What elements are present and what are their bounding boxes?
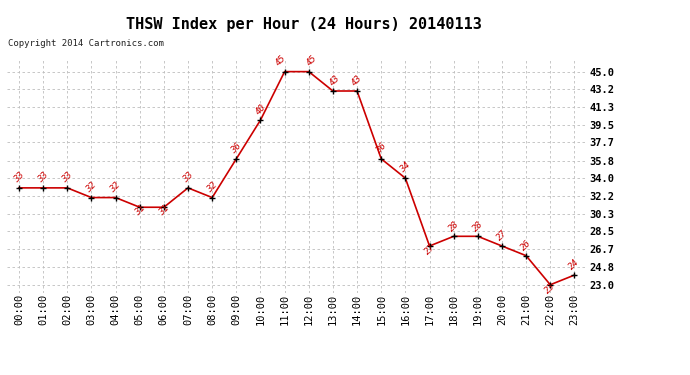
Text: 33: 33: [12, 171, 26, 184]
Text: 45: 45: [274, 54, 288, 68]
Text: Copyright 2014 Cartronics.com: Copyright 2014 Cartronics.com: [8, 39, 164, 48]
Text: 36: 36: [229, 141, 244, 155]
Text: 34: 34: [398, 161, 413, 175]
Text: 43: 43: [328, 73, 342, 87]
Text: 40: 40: [253, 103, 268, 117]
Text: 27: 27: [422, 243, 437, 256]
Text: 28: 28: [446, 219, 461, 233]
Text: 32: 32: [205, 180, 219, 194]
Text: 33: 33: [60, 171, 75, 184]
Text: 32: 32: [108, 180, 123, 194]
Text: 33: 33: [181, 171, 195, 184]
Text: 31: 31: [132, 204, 147, 218]
Text: 36: 36: [374, 141, 388, 155]
Text: 24: 24: [567, 258, 582, 272]
Text: 33: 33: [36, 171, 50, 184]
Text: 26: 26: [519, 238, 533, 252]
Text: 28: 28: [471, 219, 485, 233]
Text: THSW Index per Hour (24 Hours) 20140113: THSW Index per Hour (24 Hours) 20140113: [126, 17, 482, 32]
Text: 27: 27: [495, 229, 509, 243]
Text: 43: 43: [350, 73, 364, 87]
Text: 31: 31: [157, 204, 171, 218]
Text: 45: 45: [306, 54, 319, 68]
Text: THSW  (°F): THSW (°F): [514, 36, 573, 46]
Text: 23: 23: [543, 282, 558, 296]
Text: 32: 32: [84, 180, 99, 194]
